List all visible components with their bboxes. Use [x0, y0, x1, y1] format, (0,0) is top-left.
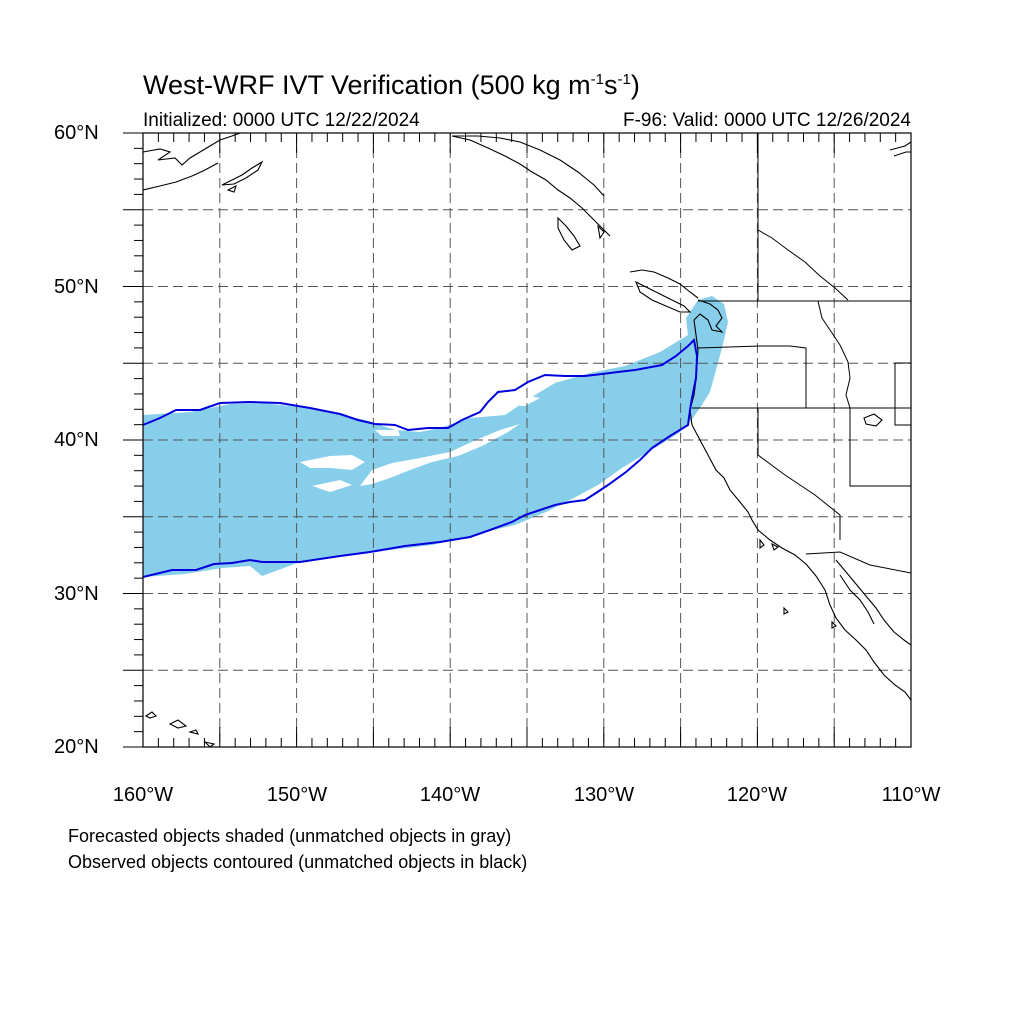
lon-label: 110°W [881, 784, 941, 806]
forecast-object-gap [505, 395, 540, 406]
lat-label: 60°N [54, 122, 99, 144]
coastlines [143, 133, 911, 747]
forecast-object-gap [300, 455, 365, 470]
lat-label: 50°N [54, 276, 99, 298]
observed-object-contour [143, 337, 699, 578]
forecast-object-shading [143, 296, 728, 577]
valid-label: F-96: Valid: 0000 UTC 12/26/2024 [623, 110, 911, 131]
lat-label: 20°N [54, 736, 99, 758]
observed-note: Observed objects contoured (unmatched ob… [68, 852, 528, 872]
forecast-object-gap [312, 480, 352, 492]
political-borders [692, 133, 911, 574]
lon-label: 150°W [266, 784, 328, 806]
chart-title: West-WRF IVT Verification (500 kg m-1s-1… [143, 70, 640, 100]
forecast-note: Forecasted objects shaded (unmatched obj… [68, 826, 512, 846]
lat-label: 40°N [54, 429, 99, 451]
forecast-object-gap [375, 430, 400, 436]
axis-ticks [123, 132, 912, 748]
lat-label: 30°N [54, 583, 99, 605]
initialized-label: Initialized: 0000 UTC 12/22/2024 [143, 110, 420, 131]
map-gridlines [143, 133, 911, 747]
lon-label: 130°W [573, 784, 635, 806]
lon-label: 140°W [419, 784, 481, 806]
lon-label: 160°W [112, 784, 174, 806]
lon-label: 120°W [726, 784, 788, 806]
